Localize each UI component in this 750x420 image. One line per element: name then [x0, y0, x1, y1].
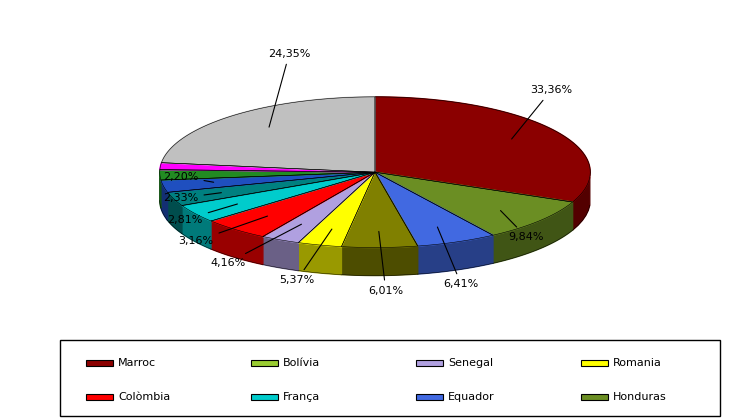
Text: Romania: Romania [613, 358, 662, 368]
Text: Bolívia: Bolívia [283, 358, 320, 368]
Polygon shape [161, 97, 375, 172]
Text: 33,36%: 33,36% [512, 85, 572, 139]
Bar [86, 394, 112, 400]
Polygon shape [160, 173, 161, 208]
Polygon shape [161, 180, 167, 221]
Text: Colòmbia: Colòmbia [118, 392, 170, 402]
Text: Equador: Equador [448, 392, 495, 402]
Text: Honduras: Honduras [613, 392, 667, 402]
Text: 5,37%: 5,37% [280, 229, 332, 285]
Bar [581, 394, 608, 400]
Text: 2,81%: 2,81% [167, 204, 238, 225]
Polygon shape [573, 177, 590, 230]
Polygon shape [418, 235, 493, 274]
Text: França: França [283, 392, 320, 402]
Polygon shape [182, 172, 375, 221]
Polygon shape [160, 163, 375, 172]
Text: 24,35%: 24,35% [268, 49, 310, 127]
Polygon shape [375, 172, 573, 235]
Polygon shape [263, 236, 298, 270]
Text: 4,16%: 4,16% [211, 224, 302, 268]
Polygon shape [375, 172, 493, 246]
Text: 2,20%: 2,20% [163, 171, 214, 182]
Text: Senegal: Senegal [448, 358, 494, 368]
Polygon shape [298, 172, 375, 247]
Bar [251, 360, 278, 366]
Bar [416, 394, 442, 400]
Polygon shape [211, 221, 263, 265]
Bar [416, 360, 442, 366]
Polygon shape [167, 172, 375, 205]
Text: 2,33%: 2,33% [164, 193, 221, 203]
Bar [86, 360, 112, 366]
Bar [581, 360, 608, 366]
Polygon shape [167, 192, 182, 234]
Text: Marroc: Marroc [118, 358, 156, 368]
Text: 3,16%: 3,16% [178, 216, 268, 246]
Polygon shape [211, 172, 375, 236]
Polygon shape [160, 170, 375, 180]
Polygon shape [161, 172, 375, 192]
Polygon shape [341, 246, 418, 276]
Polygon shape [298, 243, 341, 275]
Text: 9,84%: 9,84% [500, 210, 544, 242]
Polygon shape [493, 202, 573, 263]
Text: 6,01%: 6,01% [368, 231, 404, 296]
Text: 6,41%: 6,41% [437, 227, 479, 289]
Polygon shape [341, 172, 418, 247]
Bar [251, 394, 278, 400]
Polygon shape [182, 205, 211, 249]
FancyBboxPatch shape [60, 340, 720, 416]
Polygon shape [263, 172, 375, 243]
Polygon shape [375, 97, 590, 202]
